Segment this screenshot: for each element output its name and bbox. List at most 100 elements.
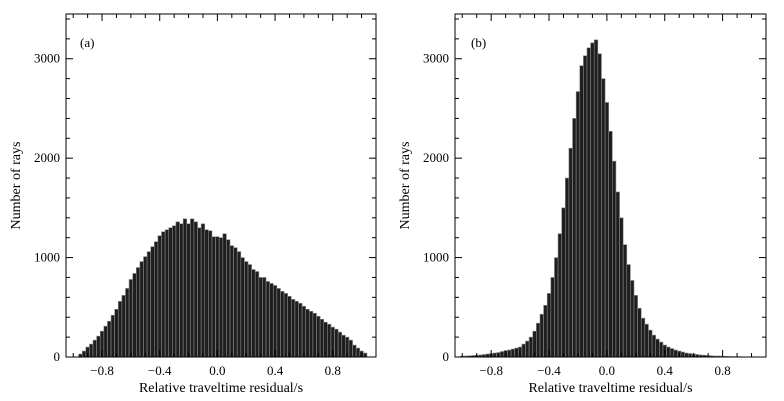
histogram-bar (208, 230, 213, 358)
histogram-bar (309, 310, 314, 358)
x-tick-label: 0.4 (267, 363, 284, 378)
y-tick-label: 3000 (423, 51, 449, 66)
y-tick-label: 0 (54, 349, 61, 364)
histogram-bar (348, 339, 353, 358)
histogram-bar (579, 65, 584, 358)
histogram-bar (568, 147, 573, 358)
histogram-bar (352, 344, 357, 358)
x-tick-label: −0.4 (537, 363, 561, 378)
histogram-bar (193, 221, 198, 358)
histogram-bar (197, 227, 202, 358)
histogram-bar (499, 351, 505, 358)
panel-label: (b) (471, 35, 486, 50)
histogram-bar (684, 352, 689, 358)
bars-group (78, 218, 368, 358)
histogram-bar (114, 308, 119, 358)
histogram-bar (543, 304, 548, 358)
histogram-bar (154, 241, 159, 358)
histogram-bar (204, 229, 209, 358)
histogram-bar (561, 207, 566, 358)
histogram-bar (215, 236, 220, 358)
histogram-bar (312, 312, 317, 358)
histogram-bar (619, 217, 624, 358)
histogram-bar (673, 349, 678, 358)
histogram-bar (648, 329, 653, 358)
histogram-bar (334, 328, 339, 358)
histogram-bar (186, 223, 191, 358)
histogram-bar (554, 257, 559, 358)
histogram-bar (651, 334, 657, 358)
histogram-bar (659, 341, 664, 358)
histogram-bar (164, 229, 170, 358)
y-tick-label: 2000 (34, 150, 60, 165)
histogram-bar (150, 246, 155, 358)
histogram-bar (218, 237, 224, 358)
histogram-bar (247, 264, 252, 358)
histogram-bar (323, 321, 328, 358)
histogram-bar (172, 225, 177, 358)
y-tick-label: 2000 (423, 150, 449, 165)
histogram-bar (644, 323, 649, 358)
histogram-bar (287, 296, 292, 358)
histogram-bar (305, 308, 310, 358)
x-axis-title: Relative traveltime residual/s (139, 381, 303, 396)
histogram-bar (539, 313, 544, 358)
histogram-bar (528, 336, 534, 358)
histogram-bar (290, 299, 296, 358)
histogram-bar (103, 325, 108, 358)
histogram-bar (233, 247, 238, 358)
histogram-bar (507, 349, 512, 358)
histogram-bar (146, 251, 152, 358)
bars-group (460, 39, 754, 358)
histogram-bar (680, 351, 685, 358)
histogram-bar (121, 295, 126, 358)
histogram-bar (96, 335, 101, 358)
histogram-bar (251, 269, 256, 358)
histogram-bar (557, 233, 562, 358)
histogram-bar (236, 251, 242, 358)
histogram-bar (666, 346, 671, 358)
histogram-bar (132, 273, 137, 358)
histogram-bar (92, 339, 97, 358)
x-tick-label: −0.8 (90, 363, 114, 378)
histogram-bar (125, 288, 130, 358)
histogram-panel-a: −0.8 −0.4 0.0 0.4 0.8 0 1000 2000 3000 Relative t… (9, 13, 377, 396)
histogram-bar (179, 223, 184, 358)
histogram-bar (298, 303, 303, 358)
histogram-bar (117, 301, 123, 358)
histogram-bar (337, 331, 343, 358)
histogram-bar (240, 257, 245, 358)
histogram-bar (182, 218, 188, 358)
plot-frame (65, 13, 377, 358)
histogram-bar (269, 283, 274, 358)
histogram-bar (637, 307, 642, 358)
histogram-bar (157, 235, 162, 358)
histogram-bar (640, 317, 646, 358)
histogram-bar (341, 334, 346, 358)
histogram-bar (612, 160, 617, 358)
y-ticks (66, 18, 376, 358)
histogram-bar (226, 239, 231, 358)
y-ticks (455, 18, 766, 358)
histogram-bar (258, 277, 263, 358)
histogram-bar (301, 305, 307, 358)
histogram-bar (316, 315, 321, 358)
x-tick-label: −0.8 (479, 363, 503, 378)
x-ticks (461, 14, 767, 357)
histogram-bar (615, 191, 620, 358)
histogram-bar (593, 39, 599, 358)
histogram-panel-b: −0.8 −0.4 0.0 0.4 0.8 0 1000 2000 3000 Relative t… (398, 13, 767, 396)
histogram-bar (575, 91, 581, 358)
histogram-bar (135, 267, 141, 358)
histogram-bar (294, 301, 299, 358)
x-tick-label: 0.0 (209, 363, 225, 378)
x-tick-label: 0.8 (325, 363, 341, 378)
histogram-bar (583, 55, 588, 358)
histogram-bar (175, 221, 180, 358)
histogram-bar (168, 227, 173, 358)
histogram-bar (283, 293, 288, 358)
histogram-bar (107, 320, 112, 358)
histogram-bar (229, 245, 234, 358)
histogram-bar (608, 131, 613, 358)
